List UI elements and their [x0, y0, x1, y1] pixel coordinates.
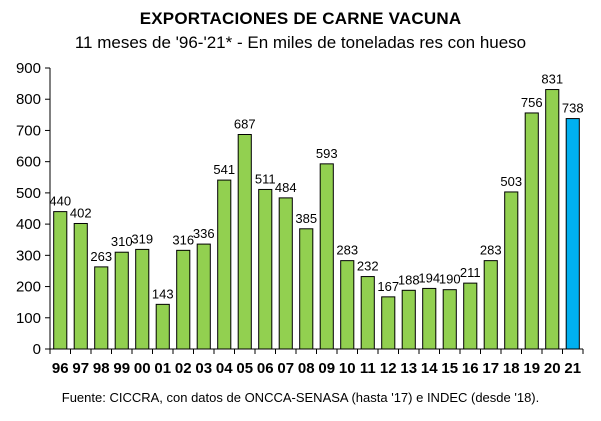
x-tick-label-13: 13: [400, 360, 417, 377]
bar-08: [299, 228, 314, 350]
y-tick-label: 800: [16, 91, 41, 108]
bar-03: [196, 243, 211, 350]
data-label-14: 194: [418, 270, 440, 285]
bar-16: [463, 282, 478, 350]
y-tick-label: 300: [16, 247, 41, 264]
bar-20: [545, 89, 560, 350]
x-tick-label-00: 00: [134, 360, 151, 377]
bar-98: [94, 266, 109, 350]
bar-09: [319, 163, 334, 350]
bar-00: [135, 248, 150, 350]
data-label-09: 593: [316, 146, 338, 161]
y-tick-label: 900: [16, 60, 41, 77]
x-tick-label-10: 10: [339, 360, 356, 377]
data-label-04: 541: [213, 162, 235, 177]
bar-97: [73, 222, 88, 350]
bar-99: [114, 251, 129, 350]
bar-06: [258, 188, 273, 350]
y-tick-label: 200: [16, 279, 41, 296]
chart-source: Fuente: CICCRA, con datos de ONCCA-SENAS…: [61, 390, 540, 405]
chart-subtitle: 11 meses de '96-'21* - En miles de tonel…: [74, 33, 527, 52]
x-tick-label-12: 12: [380, 360, 397, 377]
x-tick-label-06: 06: [257, 360, 274, 377]
x-tick-label-01: 01: [154, 360, 171, 377]
data-label-15: 190: [439, 272, 461, 287]
bar-18: [504, 191, 519, 350]
x-tick-label-02: 02: [175, 360, 192, 377]
x-tick-label-99: 99: [113, 360, 130, 377]
x-tick-label-21: 21: [564, 360, 581, 377]
data-label-10: 283: [336, 243, 358, 258]
y-tick-label: 100: [16, 310, 41, 327]
x-tick-label-05: 05: [236, 360, 253, 377]
bar-07: [278, 197, 293, 350]
bar-11: [360, 276, 375, 350]
x-tick-label-07: 07: [277, 360, 294, 377]
bar-96: [53, 211, 68, 350]
bar-04: [217, 179, 232, 350]
data-label-96: 440: [49, 194, 71, 209]
data-label-02: 316: [172, 232, 194, 247]
bar-13: [401, 289, 416, 350]
x-tick-label-04: 04: [216, 360, 233, 377]
y-tick-label: 400: [16, 216, 41, 233]
data-label-21: 738: [562, 101, 584, 116]
x-tick-label-97: 97: [72, 360, 89, 377]
data-label-12: 167: [377, 279, 399, 294]
x-tick-label-09: 09: [318, 360, 335, 377]
x-tick-label-08: 08: [298, 360, 315, 377]
data-label-05: 687: [234, 117, 256, 132]
bar-10: [340, 260, 355, 350]
data-label-08: 385: [295, 211, 317, 226]
bar-19: [524, 112, 539, 350]
x-tick-label-15: 15: [441, 360, 458, 377]
data-label-17: 283: [480, 243, 502, 258]
x-tick-label-16: 16: [462, 360, 479, 377]
data-label-98: 263: [90, 249, 112, 264]
data-label-18: 503: [500, 174, 522, 189]
x-tick-label-11: 11: [360, 360, 376, 377]
bar-05: [237, 134, 252, 350]
bar-01: [155, 303, 170, 350]
x-tick-label-18: 18: [503, 360, 520, 377]
data-label-00: 319: [131, 231, 153, 246]
chart-title: EXPORTACIONES DE CARNE VACUNA: [139, 9, 462, 28]
data-label-97: 402: [70, 205, 92, 220]
data-label-20: 831: [541, 72, 563, 87]
y-tick-label: 700: [16, 122, 41, 139]
x-tick-label-14: 14: [421, 360, 438, 377]
bar-15: [442, 289, 457, 350]
bar-17: [483, 260, 498, 350]
x-tick-label-20: 20: [544, 360, 561, 377]
data-label-13: 188: [398, 272, 420, 287]
data-label-99: 310: [111, 234, 133, 249]
y-tick-label: 0: [33, 341, 41, 358]
bar-14: [422, 287, 437, 350]
data-label-07: 484: [275, 180, 297, 195]
x-tick-label-98: 98: [93, 360, 110, 377]
y-tick-label: 600: [16, 154, 41, 171]
data-label-19: 756: [521, 95, 543, 110]
data-label-11: 232: [357, 259, 379, 274]
bar-02: [176, 249, 191, 350]
data-label-16: 211: [460, 265, 481, 280]
data-label-06: 511: [255, 171, 276, 186]
x-tick-label-96: 96: [52, 360, 69, 377]
bar-12: [381, 296, 396, 350]
x-tick-label-19: 19: [523, 360, 540, 377]
x-tick-label-17: 17: [482, 360, 499, 377]
data-label-01: 143: [152, 286, 174, 301]
data-label-03: 336: [193, 226, 215, 241]
y-tick-label: 500: [16, 185, 41, 202]
bar-21: [565, 118, 580, 350]
x-tick-label-03: 03: [195, 360, 212, 377]
